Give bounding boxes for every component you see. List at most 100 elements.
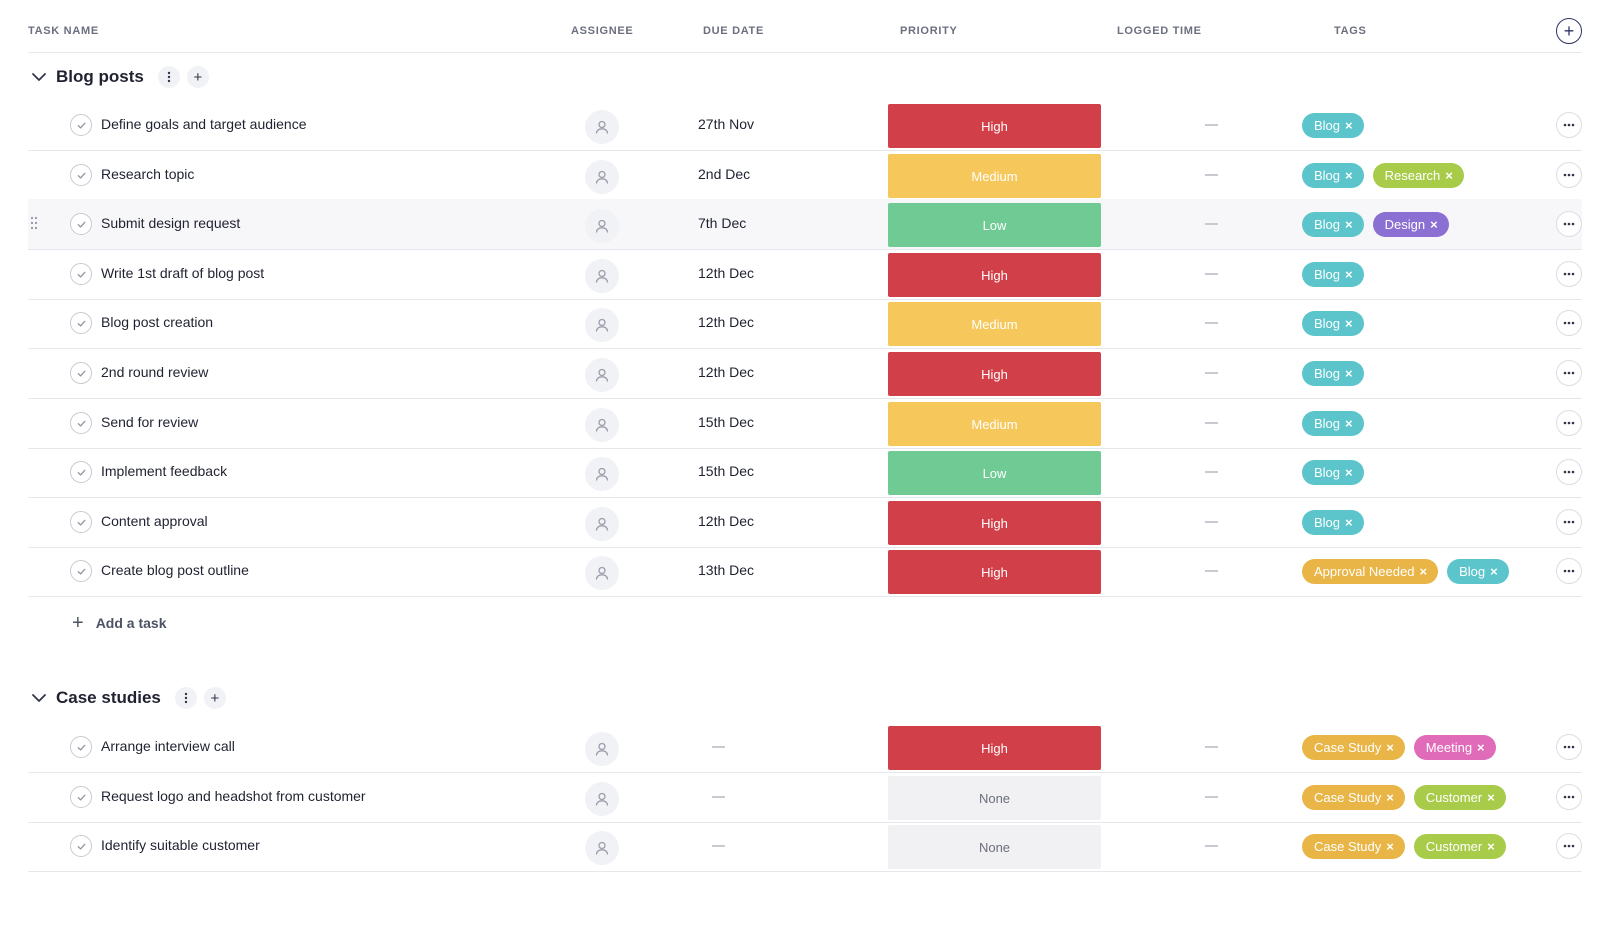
complete-task-checkbox[interactable] (70, 263, 92, 285)
due-date[interactable]: 12th Dec (698, 314, 755, 330)
drag-handle-icon[interactable] (30, 216, 40, 232)
priority-badge[interactable]: Medium (888, 302, 1101, 346)
logged-time-empty[interactable] (1205, 124, 1218, 126)
chevron-down-icon[interactable] (30, 68, 48, 86)
tag-chip[interactable]: Design × (1372, 212, 1449, 237)
tag-chip[interactable]: Case Study × (1302, 785, 1405, 810)
tag-chip[interactable]: Blog × (1302, 262, 1364, 287)
group-options-button[interactable] (174, 687, 197, 709)
task-name[interactable]: Create blog post outline (101, 562, 249, 578)
complete-task-checkbox[interactable] (70, 164, 92, 186)
chevron-down-icon[interactable] (30, 689, 48, 707)
row-more-button[interactable] (1556, 833, 1582, 859)
tag-chip[interactable]: Approval Needed × (1302, 559, 1439, 584)
logged-time-empty[interactable] (1205, 223, 1218, 225)
tag-chip[interactable]: Meeting × (1413, 735, 1496, 760)
task-name[interactable]: 2nd round review (101, 364, 209, 380)
remove-tag-icon[interactable]: × (1419, 564, 1428, 579)
tag-chip[interactable]: Customer × (1413, 834, 1506, 859)
remove-tag-icon[interactable]: × (1345, 465, 1353, 480)
remove-tag-icon[interactable]: × (1345, 217, 1353, 232)
assignee-avatar[interactable] (585, 110, 619, 144)
tag-chip[interactable]: Blog × (1302, 460, 1364, 485)
group-options-button[interactable] (157, 66, 180, 88)
logged-time-empty[interactable] (1205, 521, 1218, 523)
due-date[interactable]: 27th Nov (698, 116, 755, 132)
remove-tag-icon[interactable]: × (1477, 740, 1485, 755)
due-date-empty[interactable] (712, 845, 725, 847)
column-header-tags[interactable]: TAGS (1334, 25, 1367, 37)
logged-time-empty[interactable] (1205, 570, 1218, 572)
remove-tag-icon[interactable]: × (1445, 168, 1453, 183)
assignee-avatar[interactable] (585, 831, 619, 865)
group-add-button[interactable]: + (203, 687, 226, 709)
row-more-button[interactable] (1556, 410, 1582, 436)
due-date[interactable]: 12th Dec (698, 513, 755, 529)
logged-time-empty[interactable] (1205, 746, 1218, 748)
complete-task-checkbox[interactable] (70, 114, 92, 136)
complete-task-checkbox[interactable] (70, 213, 92, 235)
due-date[interactable]: 15th Dec (698, 463, 755, 479)
assignee-avatar[interactable] (585, 160, 619, 194)
remove-tag-icon[interactable]: × (1386, 790, 1394, 805)
priority-badge[interactable]: Low (888, 451, 1101, 495)
priority-badge[interactable]: High (888, 550, 1101, 594)
priority-badge[interactable]: None (888, 776, 1101, 820)
tag-chip[interactable]: Blog × (1302, 510, 1364, 535)
complete-task-checkbox[interactable] (70, 786, 92, 808)
task-name[interactable]: Define goals and target audience (101, 116, 307, 132)
add-column-button[interactable]: + (1556, 18, 1582, 44)
row-more-button[interactable] (1556, 459, 1582, 485)
priority-badge[interactable]: High (888, 253, 1101, 297)
assignee-avatar[interactable] (585, 259, 619, 293)
tag-chip[interactable]: Blog × (1302, 113, 1364, 138)
tag-chip[interactable]: Blog × (1447, 559, 1509, 584)
tag-chip[interactable]: Case Study × (1302, 735, 1405, 760)
complete-task-checkbox[interactable] (70, 835, 92, 857)
logged-time-empty[interactable] (1205, 422, 1218, 424)
row-more-button[interactable] (1556, 734, 1582, 760)
tag-chip[interactable]: Blog × (1302, 163, 1364, 188)
due-date[interactable]: 12th Dec (698, 364, 755, 380)
priority-badge[interactable]: Medium (888, 154, 1101, 198)
tag-chip[interactable]: Blog × (1302, 361, 1364, 386)
task-name[interactable]: Submit design request (101, 215, 241, 231)
assignee-avatar[interactable] (585, 507, 619, 541)
priority-badge[interactable]: Medium (888, 402, 1101, 446)
add-task-button[interactable]: + Add a task (72, 612, 167, 634)
remove-tag-icon[interactable]: × (1430, 217, 1438, 232)
complete-task-checkbox[interactable] (70, 461, 92, 483)
due-date[interactable]: 7th Dec (698, 215, 747, 231)
column-header-priority[interactable]: PRIORITY (900, 25, 958, 37)
task-name[interactable]: Arrange interview call (101, 738, 235, 754)
task-name[interactable]: Write 1st draft of blog post (101, 265, 265, 281)
group-add-button[interactable]: + (186, 66, 209, 88)
task-name[interactable]: Request logo and headshot from customer (101, 788, 366, 804)
logged-time-empty[interactable] (1205, 796, 1218, 798)
task-name[interactable]: Content approval (101, 513, 208, 529)
remove-tag-icon[interactable]: × (1487, 790, 1495, 805)
complete-task-checkbox[interactable] (70, 736, 92, 758)
assignee-avatar[interactable] (585, 457, 619, 491)
assignee-avatar[interactable] (585, 209, 619, 243)
task-name[interactable]: Research topic (101, 166, 195, 182)
remove-tag-icon[interactable]: × (1386, 740, 1394, 755)
due-date-empty[interactable] (712, 746, 725, 748)
remove-tag-icon[interactable]: × (1345, 316, 1353, 331)
logged-time-empty[interactable] (1205, 273, 1218, 275)
tag-chip[interactable]: Blog × (1302, 212, 1364, 237)
row-more-button[interactable] (1556, 558, 1582, 584)
assignee-avatar[interactable] (585, 732, 619, 766)
task-name[interactable]: Implement feedback (101, 463, 228, 479)
row-more-button[interactable] (1556, 360, 1582, 386)
complete-task-checkbox[interactable] (70, 412, 92, 434)
row-more-button[interactable] (1556, 261, 1582, 287)
remove-tag-icon[interactable]: × (1386, 839, 1394, 854)
row-more-button[interactable] (1556, 784, 1582, 810)
remove-tag-icon[interactable]: × (1490, 564, 1498, 579)
row-more-button[interactable] (1556, 509, 1582, 535)
task-name[interactable]: Send for review (101, 414, 199, 430)
row-more-button[interactable] (1556, 211, 1582, 237)
complete-task-checkbox[interactable] (70, 560, 92, 582)
due-date[interactable]: 13th Dec (698, 562, 755, 578)
